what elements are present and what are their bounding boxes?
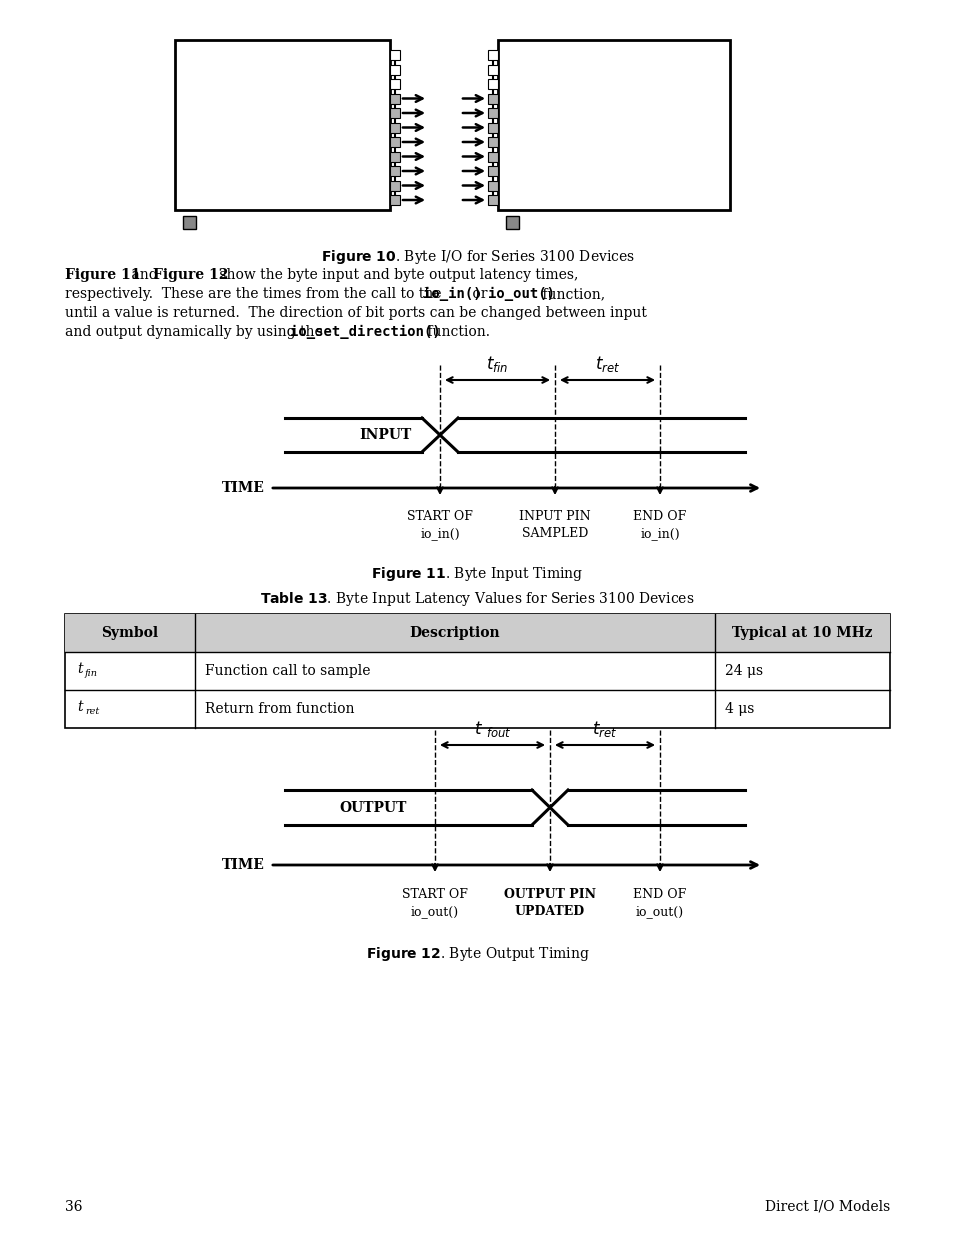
- Bar: [488, 79, 497, 89]
- Text: t: t: [77, 662, 83, 676]
- Text: Typical at 10 MHz: Typical at 10 MHz: [732, 626, 872, 640]
- Bar: [65, 614, 889, 652]
- Text: Figure 12: Figure 12: [152, 268, 228, 282]
- Bar: [488, 64, 497, 74]
- Bar: [390, 107, 399, 119]
- Bar: [488, 107, 497, 119]
- Bar: [488, 122, 497, 132]
- Text: fin: fin: [85, 669, 98, 678]
- Text: INPUT: INPUT: [359, 429, 412, 442]
- Bar: [497, 40, 729, 210]
- Text: and: and: [127, 268, 162, 282]
- Text: START OF
io_out(): START OF io_out(): [401, 888, 468, 918]
- Bar: [65, 614, 889, 727]
- Bar: [488, 94, 497, 104]
- Text: OUTPUT PIN
UPDATED: OUTPUT PIN UPDATED: [503, 888, 596, 918]
- Text: TIME: TIME: [222, 480, 265, 495]
- Text: $\mathbf{Figure\ 10}$. Byte I/O for Series 3100 Devices: $\mathbf{Figure\ 10}$. Byte I/O for Seri…: [320, 248, 634, 266]
- Text: function.: function.: [422, 325, 490, 338]
- Bar: [488, 165, 497, 177]
- Text: $\mathbf{Table\ 13}$. Byte Input Latency Values for Series 3100 Devices: $\mathbf{Table\ 13}$. Byte Input Latency…: [260, 590, 694, 608]
- Text: io_out(): io_out(): [488, 287, 555, 301]
- Text: ret: ret: [85, 708, 99, 716]
- Text: Figure 11: Figure 11: [65, 268, 140, 282]
- Bar: [390, 49, 399, 61]
- Text: END OF
io_out(): END OF io_out(): [633, 888, 686, 918]
- Text: $t_{fin}$: $t_{fin}$: [486, 354, 508, 374]
- Text: TIME: TIME: [222, 858, 265, 872]
- Text: or: or: [468, 287, 492, 301]
- Bar: [488, 180, 497, 190]
- Text: io_set_direction(): io_set_direction(): [290, 325, 440, 340]
- Bar: [488, 152, 497, 162]
- Bar: [390, 152, 399, 162]
- Bar: [488, 195, 497, 205]
- Text: Return from function: Return from function: [205, 701, 355, 716]
- Text: function,: function,: [537, 287, 604, 301]
- Text: 24 μs: 24 μs: [724, 664, 762, 678]
- Bar: [390, 195, 399, 205]
- Bar: [390, 94, 399, 104]
- Text: 4 μs: 4 μs: [724, 701, 754, 716]
- Bar: [390, 122, 399, 132]
- Text: until a value is returned.  The direction of bit ports can be changed between in: until a value is returned. The direction…: [65, 306, 646, 320]
- Text: Function call to sample: Function call to sample: [205, 664, 370, 678]
- Text: io_in(): io_in(): [422, 287, 481, 301]
- Text: Symbol: Symbol: [101, 626, 158, 640]
- Text: 36: 36: [65, 1200, 82, 1214]
- Text: t: t: [77, 700, 83, 714]
- Bar: [390, 137, 399, 147]
- Bar: [174, 40, 390, 210]
- Bar: [390, 180, 399, 190]
- Bar: [488, 49, 497, 61]
- Text: $t\ _{fout}$: $t\ _{fout}$: [474, 719, 511, 739]
- Bar: [390, 64, 399, 74]
- Text: INPUT PIN
SAMPLED: INPUT PIN SAMPLED: [518, 510, 590, 540]
- Text: Direct I/O Models: Direct I/O Models: [764, 1200, 889, 1214]
- Text: $t_{ret}$: $t_{ret}$: [592, 719, 617, 739]
- Text: END OF
io_in(): END OF io_in(): [633, 510, 686, 540]
- Bar: [390, 165, 399, 177]
- Bar: [390, 79, 399, 89]
- Text: OUTPUT: OUTPUT: [339, 800, 407, 815]
- Bar: [488, 137, 497, 147]
- Text: $\mathbf{Figure\ 11}$. Byte Input Timing: $\mathbf{Figure\ 11}$. Byte Input Timing: [371, 564, 583, 583]
- Text: $\mathbf{Figure\ 12}$. Byte Output Timing: $\mathbf{Figure\ 12}$. Byte Output Timin…: [365, 945, 589, 963]
- Text: respectively.  These are the times from the call to the: respectively. These are the times from t…: [65, 287, 445, 301]
- Text: show the byte input and byte output latency times,: show the byte input and byte output late…: [214, 268, 578, 282]
- Text: START OF
io_in(): START OF io_in(): [407, 510, 473, 540]
- Bar: [183, 216, 195, 228]
- Text: Description: Description: [409, 626, 499, 640]
- Text: $t_{ret}$: $t_{ret}$: [594, 354, 619, 374]
- Bar: [505, 216, 518, 228]
- Text: and output dynamically by using the: and output dynamically by using the: [65, 325, 327, 338]
